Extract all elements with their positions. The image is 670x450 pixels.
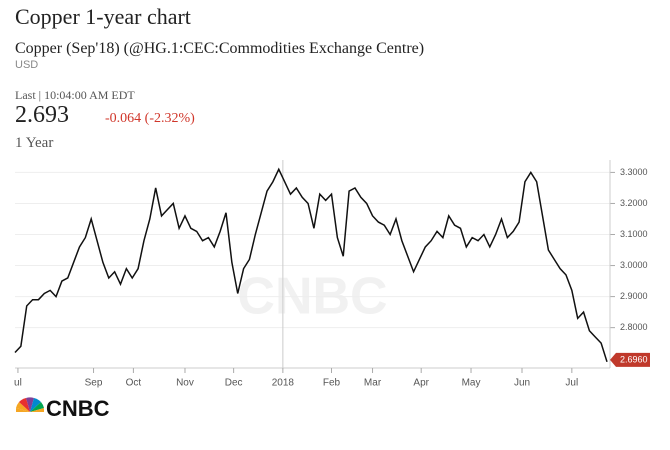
x-tick-label: Dec xyxy=(225,378,243,389)
logo-icon xyxy=(16,397,44,412)
x-tick-label: Jun xyxy=(514,378,530,389)
y-tick-label: 3.3000 xyxy=(620,167,648,177)
currency: USD xyxy=(15,59,39,71)
x-tick-label: May xyxy=(462,378,481,389)
x-tick-label: Nov xyxy=(176,378,194,389)
change: -0.064 (-2.32%) xyxy=(105,111,195,126)
x-tick-label: Mar xyxy=(364,378,382,389)
period: 1 Year xyxy=(15,135,54,151)
x-tick-label: Oct xyxy=(126,378,142,389)
x-tick-label: Apr xyxy=(413,378,429,389)
price-line xyxy=(14,167,608,363)
x-tick-label: Sep xyxy=(85,378,103,389)
y-tick-label: 2.8000 xyxy=(620,322,648,332)
x-tick-label: Jul xyxy=(565,378,578,389)
last-price-tag xyxy=(610,352,650,367)
x-tick-label: 2018 xyxy=(272,378,295,389)
title: Copper 1-year chart xyxy=(15,4,191,29)
last-price-label: 2.6960 xyxy=(620,354,648,364)
x-tick-label: Feb xyxy=(323,378,341,389)
logo: CNBC xyxy=(46,396,110,421)
subtitle: Copper (Sep'18) (@HG.1:CEC:Commodities E… xyxy=(15,40,425,57)
y-tick-label: 3.1000 xyxy=(620,229,648,239)
y-tick-label: 3.2000 xyxy=(620,198,648,208)
y-tick-label: 2.9000 xyxy=(620,291,648,301)
x-tick-label: ul xyxy=(14,378,22,389)
price: 2.693 xyxy=(15,102,69,128)
y-tick-label: 3.0000 xyxy=(620,260,648,270)
last-time: Last | 10:04:00 AM EDT xyxy=(15,88,135,102)
